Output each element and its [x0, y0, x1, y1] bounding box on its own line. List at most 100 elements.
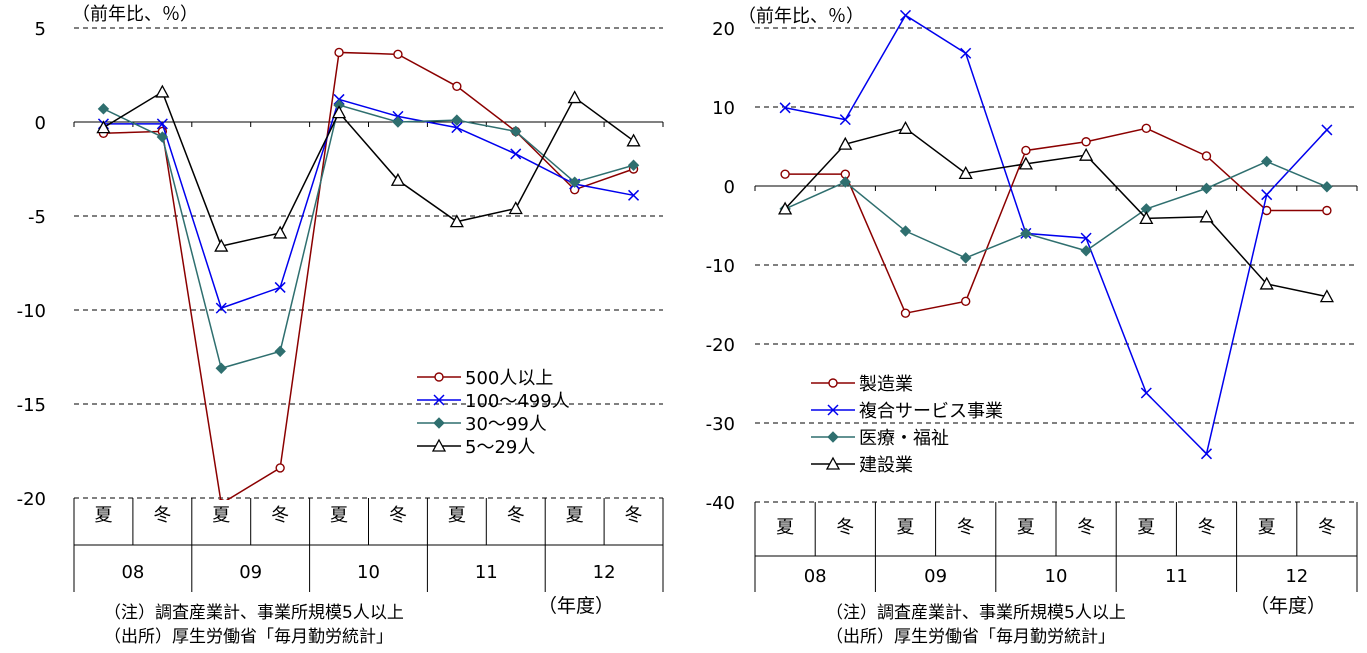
series-group — [778, 9, 1334, 460]
year-label: 10 — [357, 562, 380, 583]
data-point — [510, 148, 522, 160]
season-label: 冬 — [389, 505, 407, 526]
season-label: 夏 — [94, 505, 112, 526]
data-point — [218, 498, 225, 500]
data-point — [1081, 137, 1091, 147]
data-point — [1260, 155, 1273, 168]
fiscal-year-label: （年度） — [538, 595, 614, 617]
series-line — [784, 127, 1328, 298]
data-point — [1020, 227, 1032, 240]
data-point — [1080, 245, 1092, 257]
data-point — [451, 122, 463, 134]
data-point — [393, 49, 403, 60]
series-line — [784, 160, 1328, 259]
y-tick-label: 20 — [712, 19, 735, 40]
season-label: 冬 — [1198, 517, 1216, 538]
season-label: 夏 — [1137, 517, 1155, 538]
data-point — [449, 214, 464, 228]
year-label: 09 — [239, 562, 262, 583]
data-point — [567, 90, 582, 104]
series-group — [96, 47, 641, 500]
legend-label: 医療・福祉 — [859, 428, 949, 449]
y-tick-label: 0 — [35, 113, 46, 134]
note-text: （出所）厚生労働省「毎月勤労統計」 — [104, 627, 393, 647]
season-label: 冬 — [507, 505, 525, 526]
data-point — [1201, 151, 1212, 161]
y-tick-label: -40 — [706, 493, 735, 514]
data-point — [1261, 189, 1273, 201]
data-point — [960, 47, 972, 59]
data-point — [568, 176, 581, 188]
year-label: 08 — [121, 562, 144, 583]
legend-label: 製造業 — [859, 374, 913, 395]
y-tick-label: -20 — [706, 335, 735, 356]
data-point — [1139, 211, 1154, 225]
season-label: 夏 — [776, 517, 794, 538]
season-label: 夏 — [448, 505, 466, 526]
y-tick-label: -20 — [17, 489, 46, 510]
y-tick-label: -15 — [17, 395, 46, 416]
data-point — [331, 105, 347, 119]
data-point — [780, 169, 790, 179]
data-point — [898, 120, 913, 134]
left-chart: （前年比、％） 5 0 -5 -10 -15 -20 夏 冬 夏 冬 夏 冬 夏 冬 夏 冬 08 09 10 11 12… — [17, 4, 664, 647]
legend-marker — [433, 394, 445, 406]
data-point — [215, 362, 227, 374]
data-point — [839, 176, 852, 188]
legend-marker — [434, 372, 444, 382]
legend-label: 複合サービス事業 — [859, 401, 1003, 422]
data-point — [1141, 123, 1152, 134]
data-point — [1199, 209, 1214, 223]
season-label: 冬 — [271, 505, 289, 526]
data-point — [1200, 182, 1213, 195]
fiscal-year-label: （年度） — [1250, 595, 1326, 617]
season-label: 夏 — [1017, 517, 1035, 538]
note-text: （注）調査産業計、事業所規模5人以上 — [104, 603, 404, 623]
data-point — [961, 296, 971, 307]
year-label: 12 — [593, 562, 616, 583]
y-tick-label: -5 — [28, 207, 46, 228]
year-label: 12 — [1285, 566, 1308, 587]
y-tick-label: 10 — [712, 98, 735, 119]
legend-marker — [828, 378, 838, 388]
unit-label: （前年比、％） — [738, 6, 864, 27]
year-label: 10 — [1045, 566, 1068, 587]
data-point — [1319, 289, 1334, 303]
season-label: 夏 — [897, 517, 915, 538]
data-point — [275, 463, 285, 473]
data-point — [958, 166, 973, 180]
series-line — [103, 98, 634, 310]
data-point — [627, 159, 640, 171]
data-point — [959, 252, 972, 264]
series-line — [785, 127, 1327, 315]
data-point — [899, 225, 912, 237]
data-point — [274, 345, 286, 358]
data-point — [156, 118, 168, 130]
data-point — [1321, 124, 1333, 136]
data-point — [390, 172, 406, 186]
data-point — [215, 302, 227, 314]
legend-label: 建設業 — [859, 455, 913, 476]
data-point — [839, 114, 851, 126]
data-point — [214, 238, 229, 252]
year-label: 11 — [1165, 566, 1188, 587]
series-line — [103, 90, 634, 247]
data-point — [1322, 205, 1332, 216]
data-point — [778, 201, 793, 215]
data-point — [900, 308, 911, 318]
data-point — [1021, 145, 1031, 156]
legend-label: 30～99人 — [465, 414, 547, 435]
season-label: 夏 — [566, 505, 584, 526]
data-point — [96, 120, 111, 134]
y-tick-label: -10 — [706, 256, 735, 277]
data-point — [899, 9, 912, 21]
data-point — [510, 125, 522, 138]
unit-label: （前年比、％） — [72, 4, 198, 25]
data-point — [97, 103, 110, 115]
season-label: 冬 — [153, 505, 171, 526]
y-tick-label: -10 — [17, 301, 46, 322]
data-point — [626, 133, 641, 147]
note-text: （注）調査産業計、事業所規模5人以上 — [826, 603, 1126, 623]
data-point — [451, 114, 463, 126]
